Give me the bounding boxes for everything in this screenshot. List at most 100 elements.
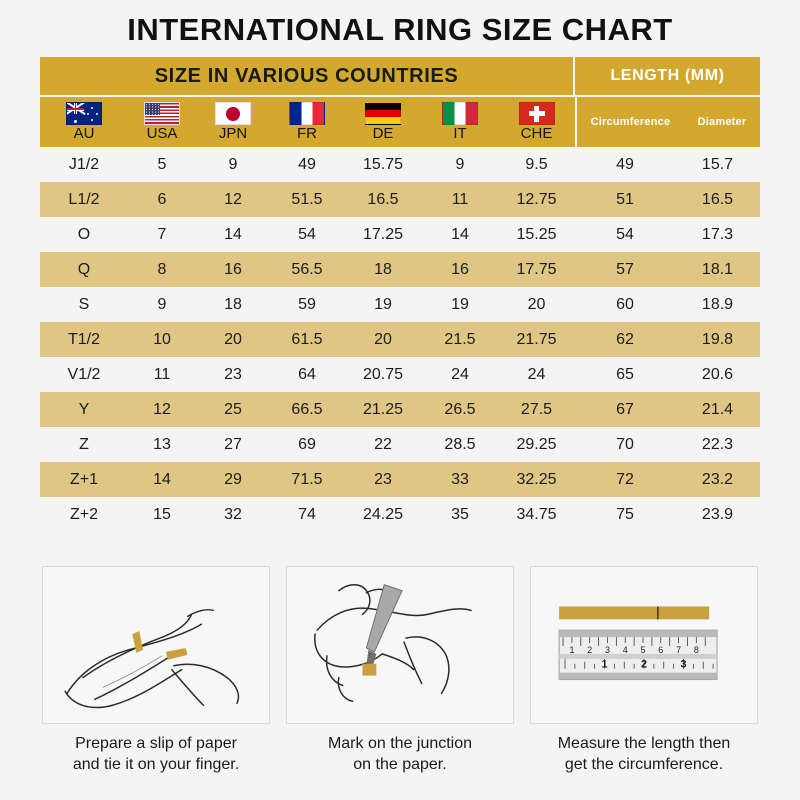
instruction-panels: Prepare a slip of paper and tie it on yo… bbox=[42, 566, 758, 775]
instruction-panel-2: Mark on the junction on the paper. bbox=[286, 566, 514, 775]
cell-circumference: 65 bbox=[616, 365, 634, 383]
cell-fr: 66.5 bbox=[291, 400, 323, 418]
table-row: Z+1 14 29 71.5 23 33 32.25 72 23.2 bbox=[40, 462, 760, 497]
table-column-header-row: AU USA JPN FR DE bbox=[40, 95, 760, 147]
column-code-usa: USA bbox=[146, 125, 178, 142]
cell-jpn: 29 bbox=[224, 470, 242, 488]
column-header-usa: USA bbox=[128, 97, 196, 147]
cell-it: 24 bbox=[451, 365, 469, 383]
cell-usa: 13 bbox=[153, 435, 171, 453]
cell-usa: 9 bbox=[157, 295, 167, 313]
cell-au: Z+1 bbox=[69, 470, 98, 488]
cell-fr: 49 bbox=[298, 155, 316, 173]
cell-usa: 8 bbox=[157, 260, 167, 278]
flag-switzerland-icon bbox=[518, 102, 555, 125]
cell-it: 14 bbox=[451, 225, 469, 243]
table-row: Z 13 27 69 22 28.5 29.25 70 22.3 bbox=[40, 427, 760, 462]
svg-text:1: 1 bbox=[601, 659, 607, 671]
cell-circumference: 67 bbox=[616, 400, 634, 418]
length-group-header: LENGTH (MM) bbox=[610, 67, 725, 84]
cell-circumference: 75 bbox=[616, 505, 634, 523]
cell-circumference: 72 bbox=[616, 470, 634, 488]
cell-diameter: 18.9 bbox=[701, 295, 734, 313]
column-code-it: IT bbox=[453, 125, 467, 142]
cell-it: 21.5 bbox=[444, 330, 476, 348]
cell-circumference: 70 bbox=[616, 435, 634, 453]
cell-au: S bbox=[78, 295, 90, 313]
svg-text:5: 5 bbox=[641, 645, 646, 655]
cell-che: 9.5 bbox=[525, 155, 548, 173]
flag-japan-icon bbox=[215, 102, 251, 125]
cell-circumference: 60 bbox=[616, 295, 634, 313]
column-header-fr: FR bbox=[270, 97, 344, 147]
svg-text:1: 1 bbox=[569, 645, 574, 655]
svg-text:3: 3 bbox=[680, 659, 686, 671]
cell-usa: 10 bbox=[153, 330, 171, 348]
cell-diameter: 16.5 bbox=[701, 190, 734, 208]
cell-che: 21.75 bbox=[516, 330, 557, 348]
column-header-jpn: JPN bbox=[196, 97, 270, 147]
svg-text:7: 7 bbox=[676, 645, 681, 655]
flag-australia-icon bbox=[66, 102, 102, 125]
cell-it: 9 bbox=[455, 155, 465, 173]
cell-che: 24 bbox=[527, 365, 546, 383]
flag-usa-icon bbox=[144, 102, 180, 125]
instruction-panel-1: Prepare a slip of paper and tie it on yo… bbox=[42, 566, 270, 775]
table-row: J1/2 5 9 49 15.75 9 9.5 49 15.7 bbox=[40, 147, 760, 182]
instruction-caption-1-line2: and tie it on your finger. bbox=[72, 756, 240, 773]
cell-it: 35 bbox=[451, 505, 469, 523]
cell-jpn: 14 bbox=[224, 225, 242, 243]
cell-circumference: 51 bbox=[616, 190, 634, 208]
page-title: INTERNATIONAL RING SIZE CHART bbox=[127, 12, 673, 47]
cell-circumference: 54 bbox=[616, 225, 634, 243]
cell-jpn: 20 bbox=[224, 330, 242, 348]
cell-diameter: 20.6 bbox=[701, 365, 734, 383]
cell-fr: 61.5 bbox=[291, 330, 323, 348]
instruction-caption-3: Measure the length then get the circumfe… bbox=[530, 733, 758, 775]
cell-jpn: 25 bbox=[224, 400, 242, 418]
cell-jpn: 16 bbox=[224, 260, 242, 278]
column-header-it: IT bbox=[422, 97, 498, 147]
cell-diameter: 22.3 bbox=[701, 435, 734, 453]
cell-jpn: 9 bbox=[228, 155, 238, 173]
cell-diameter: 15.7 bbox=[701, 155, 734, 173]
cell-fr: 54 bbox=[298, 225, 316, 243]
cell-circumference: 57 bbox=[616, 260, 634, 278]
cell-fr: 59 bbox=[298, 295, 316, 313]
cell-it: 16 bbox=[451, 260, 469, 278]
cell-au: Z bbox=[79, 435, 89, 453]
instruction-caption-3-line1: Measure the length then bbox=[557, 735, 731, 752]
svg-text:8: 8 bbox=[694, 645, 699, 655]
table-row: Y 12 25 66.5 21.25 26.5 27.5 67 21.4 bbox=[40, 392, 760, 427]
column-header-che: CHE bbox=[498, 97, 575, 147]
cell-jpn: 27 bbox=[224, 435, 242, 453]
svg-text:2: 2 bbox=[587, 645, 592, 655]
cell-diameter: 17.3 bbox=[701, 225, 734, 243]
cell-fr: 71.5 bbox=[291, 470, 323, 488]
cell-jpn: 32 bbox=[224, 505, 242, 523]
size-chart-table: SIZE IN VARIOUS COUNTRIES LENGTH (MM) AU bbox=[40, 57, 760, 532]
cell-che: 15.25 bbox=[516, 225, 557, 243]
instruction-caption-1-line1: Prepare a slip of paper bbox=[75, 735, 237, 752]
cell-diameter: 23.2 bbox=[701, 470, 734, 488]
cell-au: T1/2 bbox=[67, 330, 100, 348]
cell-au: Z+2 bbox=[69, 505, 98, 523]
cell-usa: 15 bbox=[153, 505, 171, 523]
cell-au: Q bbox=[77, 260, 91, 278]
cell-usa: 11 bbox=[153, 365, 171, 383]
cell-de: 17.25 bbox=[362, 225, 404, 243]
cell-de: 22 bbox=[374, 435, 392, 453]
column-header-diameter: Diameter bbox=[697, 116, 747, 128]
cell-che: 32.25 bbox=[516, 470, 557, 488]
cell-usa: 6 bbox=[157, 190, 167, 208]
cell-jpn: 12 bbox=[224, 190, 242, 208]
cell-che: 12.75 bbox=[516, 190, 557, 208]
cell-de: 21.25 bbox=[362, 400, 404, 418]
cell-de: 18 bbox=[374, 260, 392, 278]
cell-circumference: 62 bbox=[616, 330, 634, 348]
table-row: O 7 14 54 17.25 14 15.25 54 17.3 bbox=[40, 217, 760, 252]
cell-fr: 51.5 bbox=[291, 190, 323, 208]
cell-de: 23 bbox=[374, 470, 392, 488]
cell-it: 26.5 bbox=[444, 400, 476, 418]
cell-au: J1/2 bbox=[68, 155, 100, 173]
